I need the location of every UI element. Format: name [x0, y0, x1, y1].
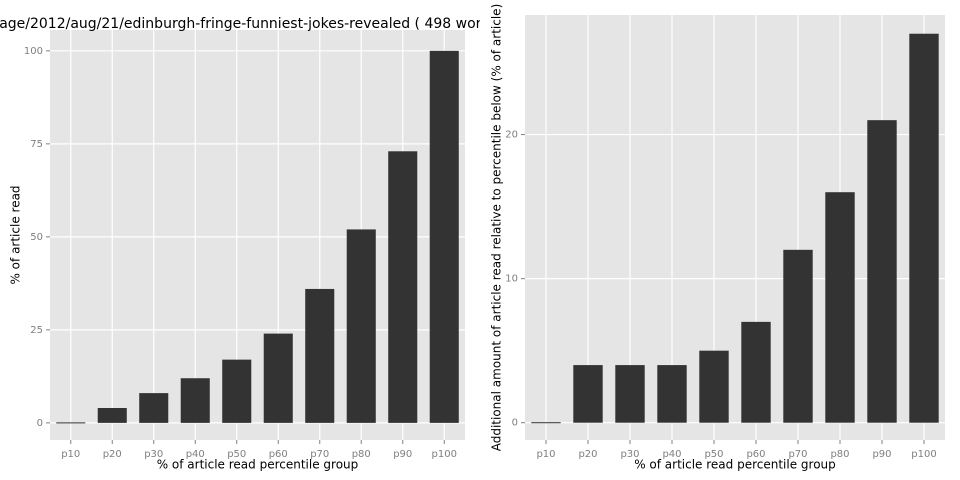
x-axis-title: % of article read percentile group: [634, 458, 836, 472]
bar: [867, 120, 897, 423]
x-tick-label: p70: [310, 449, 329, 460]
y-tick-label: 25: [30, 325, 43, 336]
bar: [222, 359, 252, 423]
bar: [909, 33, 939, 423]
bar: [825, 192, 855, 423]
y-tick-label: 100: [24, 46, 43, 57]
x-tick-label: p50: [704, 449, 723, 460]
bar: [699, 350, 729, 423]
y-tick-label: 0: [512, 418, 518, 429]
y-tick-label: 10: [505, 274, 518, 285]
bar: [657, 365, 687, 423]
x-tick-label: p50: [227, 449, 246, 460]
x-tick-label: p80: [352, 449, 371, 460]
x-tick-label: p90: [872, 449, 891, 460]
panel: 0 10 20 p10 p20 p30 p40 p50 p60 p70 p80 p90 p100 % of…: [490, 4, 945, 472]
y-axis-title: Additional amount of article read relati…: [490, 4, 504, 452]
bar: [741, 321, 771, 423]
bar: [56, 422, 86, 424]
x-tick-label: p80: [830, 449, 849, 460]
x-axis-title: % of article read percentile group: [157, 458, 359, 472]
x-tick-label: p10: [61, 449, 80, 460]
x-tick-label: p20: [578, 449, 597, 460]
x-tick-label: p100: [432, 449, 457, 460]
x-tick-label: p30: [144, 449, 163, 460]
bar: [615, 365, 645, 423]
x-tick-label: p60: [746, 449, 765, 460]
bar: [531, 422, 561, 424]
chart-title: stage/2012/aug/21/edinburgh-fringe-funni…: [0, 16, 528, 32]
y-tick-label: 75: [30, 139, 43, 150]
x-tick-label: p20: [103, 449, 122, 460]
y-axis-title: % of article read: [9, 185, 23, 284]
bar: [97, 408, 127, 423]
y-tick-label: 0: [37, 418, 43, 429]
bar: [783, 249, 813, 423]
bar: [388, 151, 418, 423]
bar: [429, 50, 459, 423]
bar: [573, 365, 603, 423]
x-tick-label: p40: [186, 449, 205, 460]
bar: [346, 229, 376, 423]
x-tick-label: p70: [788, 449, 807, 460]
y-tick-label: 50: [30, 232, 43, 243]
y-tick-label: 20: [505, 130, 518, 141]
bar: [263, 333, 293, 423]
bar: [139, 393, 169, 423]
bar: [305, 288, 335, 423]
x-tick-label: p30: [620, 449, 639, 460]
x-tick-label: p90: [393, 449, 412, 460]
x-tick-label: p60: [269, 449, 288, 460]
x-tick-label: p40: [662, 449, 681, 460]
bar: [180, 378, 210, 423]
x-tick-label: p100: [911, 449, 936, 460]
x-tick-label: p10: [536, 449, 555, 460]
